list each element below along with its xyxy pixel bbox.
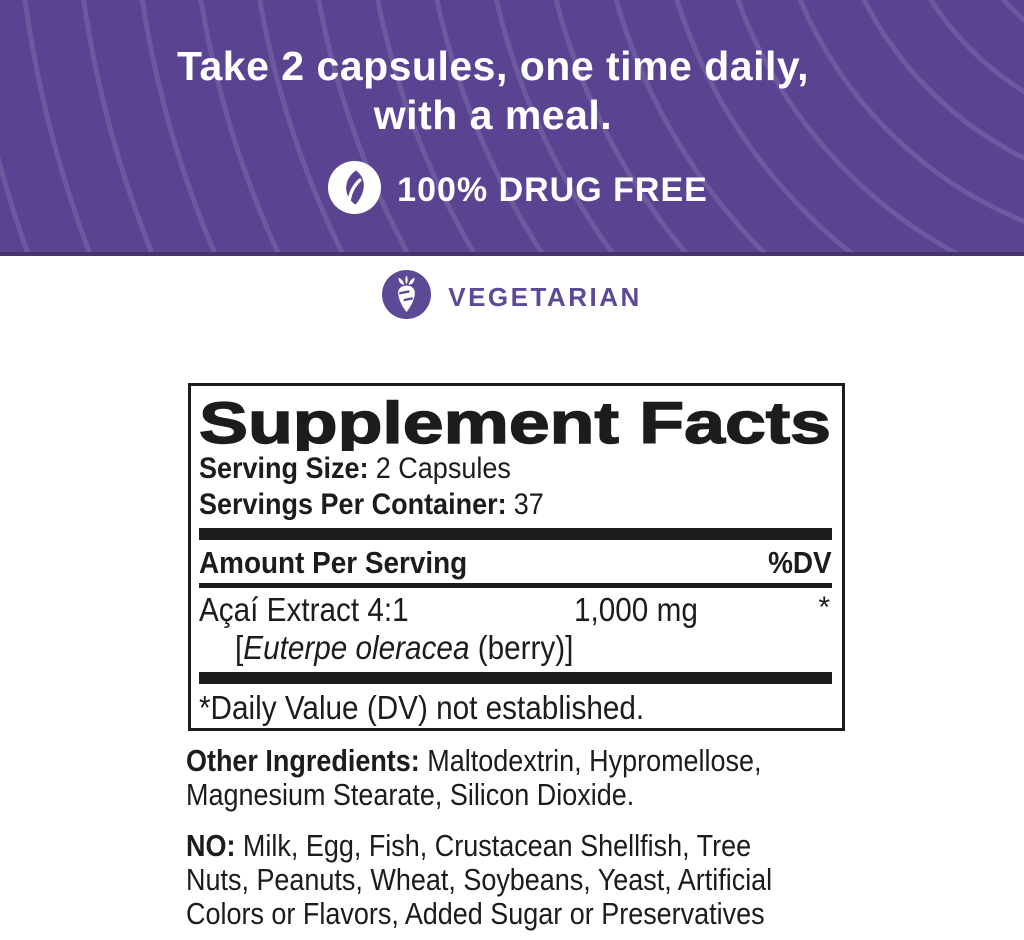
dosage-directions-line2: with a meal. (373, 92, 613, 138)
divider-medium (199, 583, 832, 588)
botanical-name: Euterpe oleracea (243, 629, 470, 666)
other-ingredients-paragraph: Other Ingredients: Maltodextrin, Hyprome… (186, 744, 847, 812)
servings-per-container-line: Servings Per Container: 37 (199, 487, 832, 523)
allergen-line3: Colors or Flavors, Added Sugar or Preser… (186, 896, 765, 931)
ingredient-row: Açaí Extract 4:1 1,000 mg * (199, 591, 832, 629)
ingredient-amount: 1,000 mg (574, 591, 698, 628)
allergen-line2: Nuts, Peanuts, Wheat, Soybeans, Yeast, A… (186, 862, 773, 897)
allergen-statement-paragraph: NO: Milk, Egg, Fish, Crustacean Shellfis… (186, 829, 847, 931)
dosage-directions-line1: Take 2 capsules, one time daily, (176, 43, 810, 89)
servings-per-container-label: Servings Per Container: (199, 488, 507, 521)
drug-free-label: 100% DRUG FREE (397, 170, 708, 209)
allergen-label: NO: (186, 828, 236, 863)
directions-band: Take 2 capsules, one time daily, with a … (0, 0, 1024, 256)
amount-per-serving-header: Amount Per Serving (199, 545, 468, 580)
leaf-icon (328, 161, 382, 219)
serving-size-value: 2 Capsules (375, 452, 511, 485)
vegetarian-badge: VEGETARIAN (0, 270, 1024, 324)
supplement-facts-title: Supplement Facts (199, 393, 831, 451)
serving-size-line: Serving Size: 2 Capsules (199, 451, 832, 487)
drug-free-row: 100% DRUG FREE (6, 161, 1024, 219)
supplement-facts-panel: Supplement Facts Serving Size: 2 Capsules… (188, 383, 845, 731)
allergen-line1: NO: Milk, Egg, Fish, Crustacean Shellfis… (186, 829, 847, 863)
vegetarian-label: VEGETARIAN (448, 281, 642, 312)
divider-thick-top (199, 528, 832, 540)
ingredient-botanical-line: [Euterpe oleracea (berry)] (235, 629, 832, 667)
other-ingredients-line2: Magnesium Stearate, Silicon Dioxide. (186, 777, 635, 812)
servings-per-container-value: 37 (513, 488, 544, 521)
ingredient-dv: * (818, 591, 830, 624)
divider-thick-bottom (199, 672, 832, 684)
carrot-icon (382, 270, 432, 324)
allergen-line1-rest: Milk, Egg, Fish, Crustacean Shellfish, T… (235, 828, 752, 863)
botanical-part: (berry)] (469, 629, 574, 666)
amount-per-serving-header-row: Amount Per Serving %DV (199, 544, 832, 581)
other-ingredients-line1-rest: Maltodextrin, Hypromellose, (419, 743, 762, 778)
dv-header: %DV (768, 545, 832, 580)
ingredient-name: Açaí Extract 4:1 (199, 591, 409, 628)
serving-size-label: Serving Size: (199, 452, 369, 485)
dosage-directions: Take 2 capsules, one time daily, with a … (0, 42, 1005, 140)
botanical-open-bracket: [ (235, 629, 244, 666)
supplement-facts-title-wrap: Supplement Facts (199, 393, 832, 451)
other-ingredients-line1: Other Ingredients: Maltodextrin, Hyprome… (186, 744, 847, 778)
dv-footnote: *Daily Value (DV) not established. (199, 689, 645, 726)
other-ingredients-label: Other Ingredients: (186, 743, 420, 778)
